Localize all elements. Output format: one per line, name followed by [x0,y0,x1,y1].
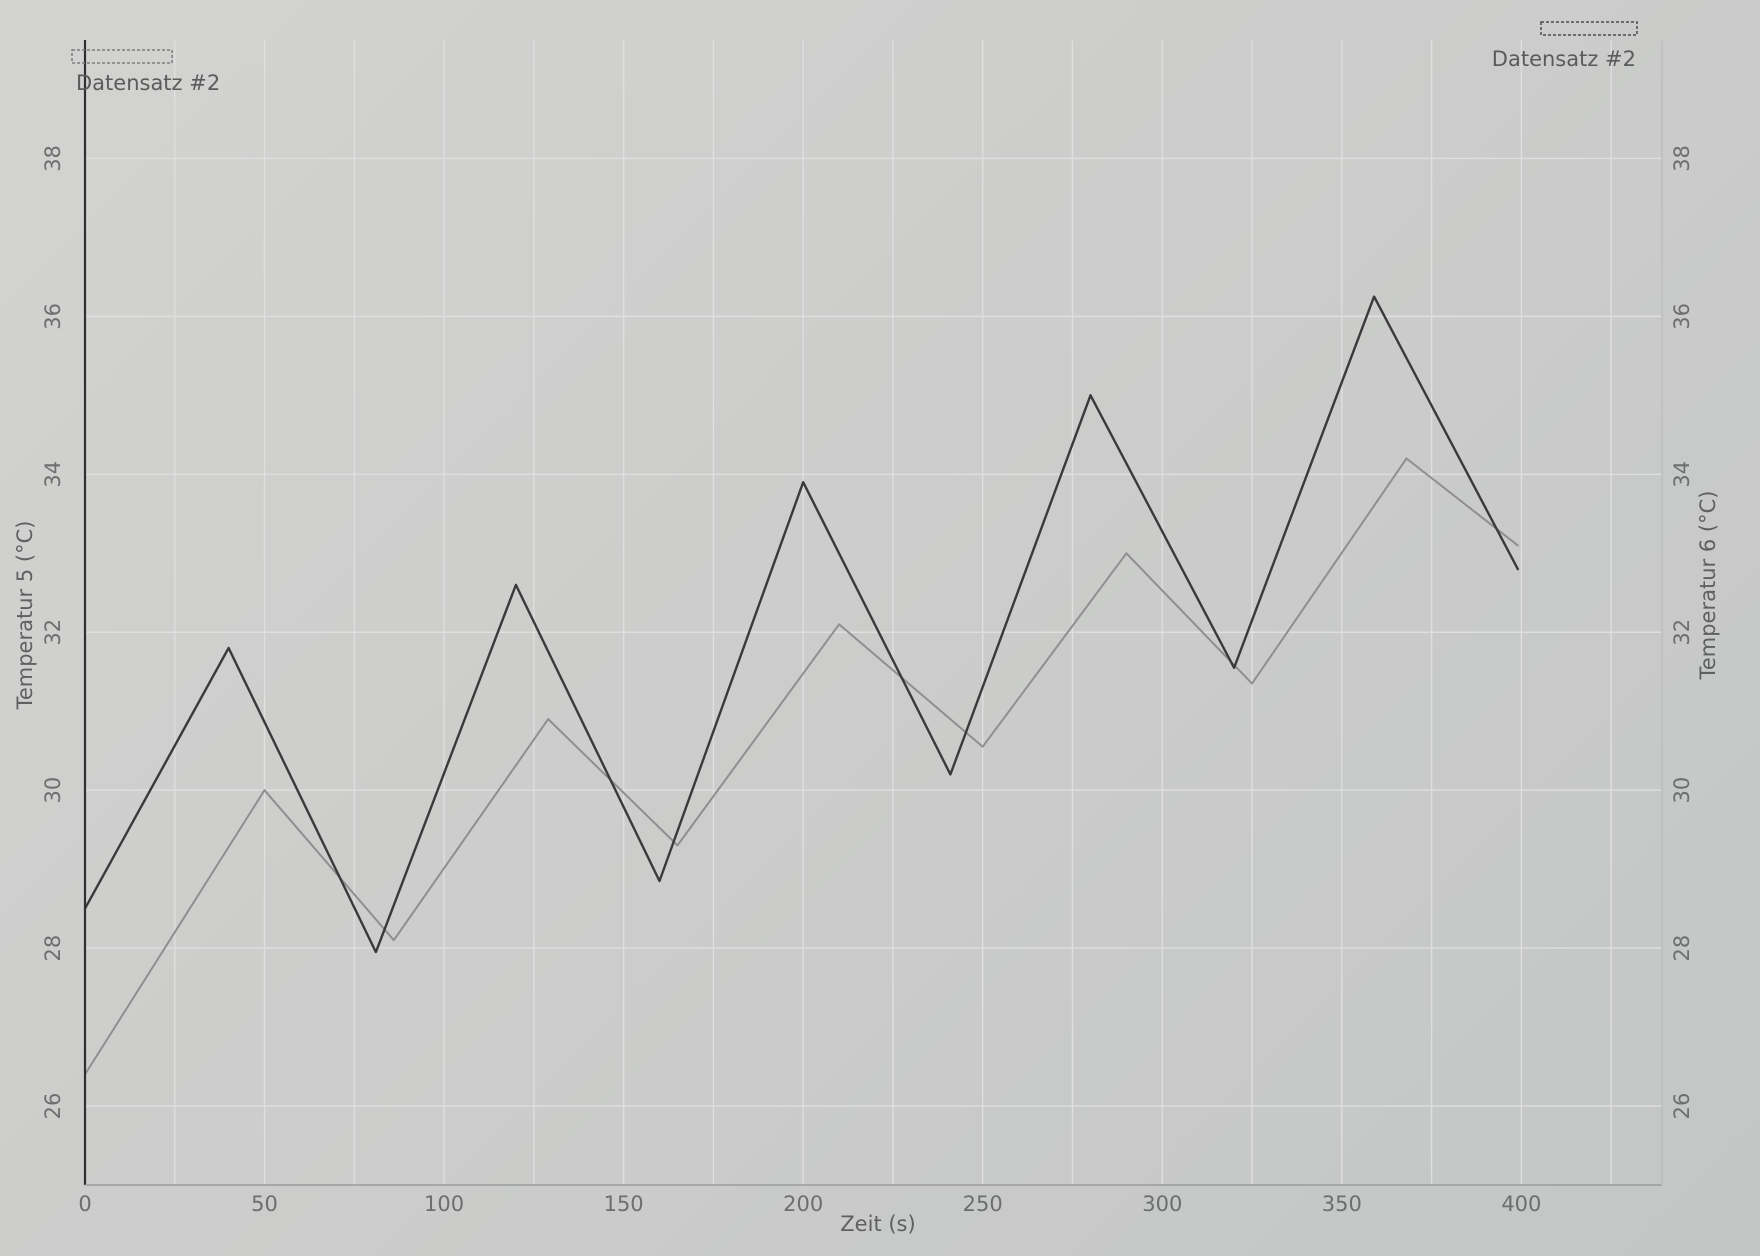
y-tick-label-left: 30 [41,777,65,804]
y-tick-label-right: 36 [1670,303,1694,330]
x-tick-label: 0 [78,1192,91,1216]
series-line-temperatur-5 [83,295,1520,954]
legend-swatch-left [71,49,173,64]
y-tick-label-left: 38 [41,145,65,172]
y-axis-title-right: Temperatur 6 (°C) [1696,491,1720,681]
x-tick-label: 350 [1322,1192,1362,1216]
x-tick-label: 300 [1142,1192,1182,1216]
y-tick-label-right: 32 [1670,619,1694,646]
x-tick-label: 400 [1501,1192,1541,1216]
series-lines [83,295,1520,1076]
axes [83,40,1663,1186]
legend-left: Datensatz #2 [71,49,220,95]
y-tick-label-left: 36 [41,303,65,330]
legend-label-right: Datensatz #2 [1492,47,1636,71]
axis-titles: Zeit (s) Temperatur 5 (°C) Temperatur 6 … [13,491,1720,1236]
x-axis-title: Zeit (s) [840,1212,915,1236]
y-tick-label-right: 26 [1670,1093,1694,1120]
x-tick-label: 250 [963,1192,1003,1216]
x-tick-label: 150 [604,1192,644,1216]
x-tick-label: 100 [424,1192,464,1216]
x-tick-label: 200 [783,1192,823,1216]
y-tick-label-right: 30 [1670,777,1694,804]
legend-right: Datensatz #2 [1492,21,1638,71]
y-tick-label-left: 32 [41,619,65,646]
y-tick-label-left: 34 [41,461,65,488]
series-line-temperatur-6 [84,457,1519,1076]
y-tick-label-left: 26 [41,1093,65,1120]
legend-label-left: Datensatz #2 [76,71,220,95]
y-axis-title-left: Temperatur 5 (°C) [13,521,37,711]
y-tick-label-right: 34 [1670,461,1694,488]
tick-labels: 0 50 100 150 200 250 300 350 400 26 28 30 32 34 36 38 26… [41,145,1694,1216]
grid-lines [84,40,1662,1185]
legend-swatch-right [1540,21,1638,36]
y-tick-label-right: 28 [1670,935,1694,962]
x-tick-label: 50 [251,1192,278,1216]
legend: Datensatz #2 Datensatz #2 [71,21,1638,95]
y-tick-label-left: 28 [41,935,65,962]
y-tick-label-right: 38 [1670,145,1694,172]
